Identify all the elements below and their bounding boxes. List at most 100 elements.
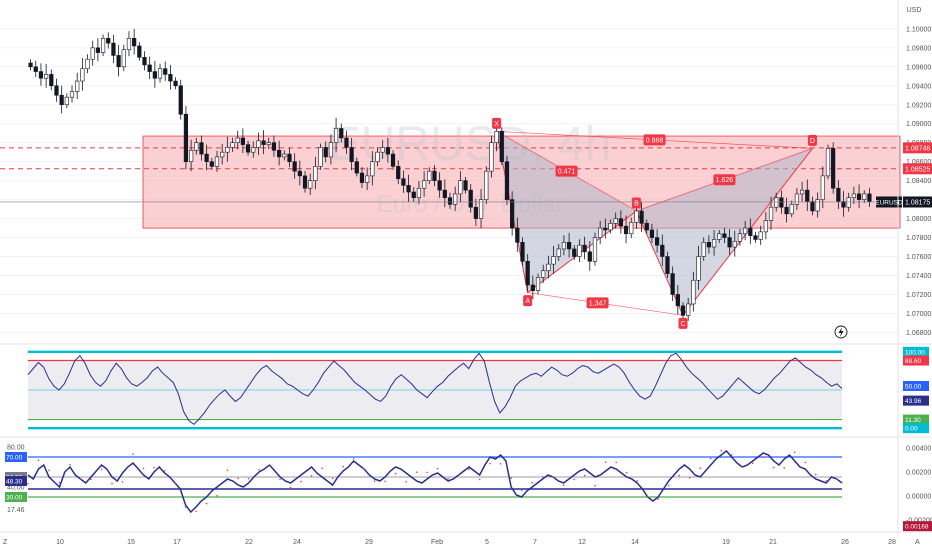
price-tick-label: 1.07400 xyxy=(906,273,931,280)
price-tick-label: 1.09400 xyxy=(906,83,931,90)
price-label: EURUSD 1.08175 xyxy=(875,196,932,208)
osc2-dot xyxy=(835,478,838,480)
osc2-dot xyxy=(520,489,523,492)
ratio-label: 1.347 xyxy=(586,297,609,309)
osc1-current-label: 43.96 xyxy=(903,395,929,406)
osc2-line xyxy=(27,449,843,514)
candle-body xyxy=(447,197,453,205)
osc1-current-label-text: 43.96 xyxy=(905,398,922,405)
price-label-value: 1.08746 xyxy=(905,145,930,152)
osc2-dot xyxy=(268,464,271,466)
candle-body xyxy=(437,180,442,191)
osc2-dot xyxy=(457,474,460,476)
candle-body xyxy=(582,244,587,253)
candle-body xyxy=(577,244,582,257)
osc2-dot xyxy=(825,480,828,482)
osc2-right-tick: 0.00200 xyxy=(906,470,931,477)
candle-body xyxy=(551,256,556,265)
osc2-dot xyxy=(373,480,376,483)
candle-body xyxy=(416,187,422,199)
candle-body xyxy=(618,218,623,227)
candle-body xyxy=(204,153,209,162)
candle-body xyxy=(732,241,737,248)
candle-body xyxy=(163,68,168,75)
candle-body xyxy=(194,142,199,151)
candle-body xyxy=(680,305,686,316)
point-label-text: B xyxy=(634,200,639,207)
candle-body xyxy=(572,248,577,257)
osc2-dot xyxy=(27,483,29,485)
osc1-line xyxy=(27,352,843,426)
candle-body xyxy=(608,223,613,231)
candle-body xyxy=(277,149,282,158)
osc1-level-label-bg xyxy=(903,423,929,434)
osc2-dot xyxy=(426,471,428,474)
candle-body xyxy=(675,294,680,307)
candle-body xyxy=(297,170,302,177)
osc2-dot xyxy=(247,477,250,480)
candle-body xyxy=(271,142,277,151)
osc1-current-label-bg xyxy=(903,381,929,391)
candle-body xyxy=(126,38,132,51)
osc1-level-label-text: 100.00 xyxy=(905,349,925,356)
osc2-dot xyxy=(804,461,807,464)
osc2-dot xyxy=(709,457,712,460)
candle-body xyxy=(748,227,753,236)
time-axis-letter: A xyxy=(915,539,920,546)
lightning-icon[interactable] xyxy=(834,325,848,339)
time-tick-label: 12 xyxy=(578,539,586,546)
candle-body xyxy=(64,96,69,106)
candle-body xyxy=(463,180,468,191)
osc2-level-label: 70.00 xyxy=(5,452,27,462)
oscillator-pane-2[interactable] xyxy=(27,449,843,514)
candle-body xyxy=(28,62,33,68)
candle-body xyxy=(313,166,318,181)
osc2-dot xyxy=(37,459,40,462)
candle-body xyxy=(696,256,701,281)
osc1-level-label-bg xyxy=(903,355,929,366)
osc2-dot xyxy=(646,496,649,498)
osc2-dot xyxy=(48,469,50,472)
time-axis[interactable]: 10 15 17 22 24 29 Feb 5 7 12 14 19 21 26 28 Z A xyxy=(3,539,920,546)
candle-body xyxy=(199,142,204,155)
osc2-dot xyxy=(300,480,302,483)
price-tick-label: 1.09600 xyxy=(906,64,931,71)
osc2-dot xyxy=(79,478,82,480)
candle-body xyxy=(644,223,649,231)
osc2-dot xyxy=(699,467,702,470)
osc2-tick-label: 17.46 xyxy=(7,507,25,514)
candle-body xyxy=(132,38,137,47)
osc2-level-label: 48.30 xyxy=(5,476,27,486)
candle-body xyxy=(825,148,831,177)
candle-body xyxy=(851,193,856,199)
candle-body xyxy=(147,64,152,72)
osc2-dot xyxy=(394,472,397,475)
candle-body xyxy=(805,189,810,202)
candle-body xyxy=(489,142,494,172)
osc2-dot xyxy=(688,477,691,479)
osc2-right-tick: 0.00400 xyxy=(906,446,931,453)
candle-body xyxy=(33,66,38,72)
ratio-label-text: 1.347 xyxy=(589,300,607,307)
price-pane[interactable]: EURUSD, 4h Euro / U.S. Dollar XABCD0.868… xyxy=(0,28,901,339)
oscillator-pane-1[interactable] xyxy=(27,350,843,430)
candle-body xyxy=(116,55,121,68)
candle-body xyxy=(292,161,297,172)
price-axis[interactable]: USD 1.10000 1.09800 1.09600 1.09400 1.09200 1… xyxy=(0,0,932,538)
osc2-dot xyxy=(226,469,229,472)
candle-body xyxy=(365,175,370,183)
candle-body xyxy=(774,197,779,208)
osc1-level-label-bg xyxy=(903,346,929,357)
osc2-level-label: 30.00 xyxy=(5,492,27,502)
osc2-dot xyxy=(814,473,817,476)
candle-body xyxy=(655,237,660,246)
osc2-level-label-bg xyxy=(5,452,27,462)
osc2-dot xyxy=(163,470,166,472)
point-label-text: A xyxy=(525,298,530,305)
candle-body xyxy=(183,113,189,162)
point-label: B xyxy=(631,197,641,209)
point-label-bg xyxy=(523,295,533,307)
candle-body xyxy=(856,193,862,200)
osc2-level-label-bg xyxy=(5,476,27,486)
osc1-level-label-text: 11.30 xyxy=(905,417,921,424)
